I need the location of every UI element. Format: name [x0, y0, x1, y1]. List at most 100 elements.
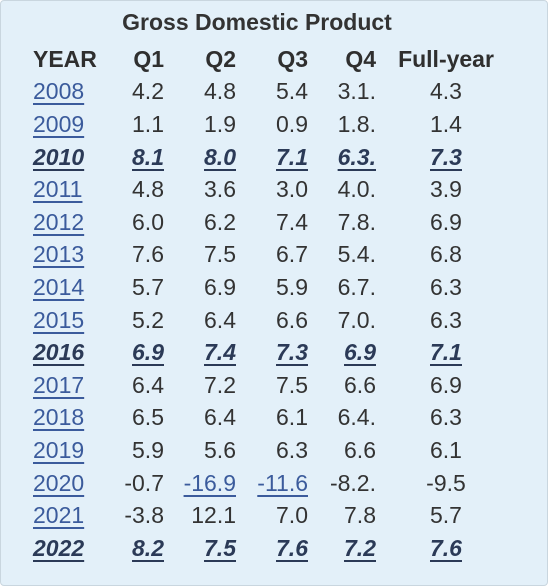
value-cell: 6.7.: [337, 273, 376, 300]
table-row: 2010 8.1 8.0 7.1 6.3. 7.3: [29, 141, 516, 174]
value-cell: 6.6: [276, 306, 308, 333]
year-link[interactable]: 2012: [33, 208, 85, 235]
value-cell: 1.1: [132, 110, 164, 137]
year-link[interactable]: 2014: [33, 273, 85, 300]
value-cell: 4.2: [132, 78, 164, 105]
value-cell: 6.9: [132, 339, 164, 366]
value-cell: 5.2: [132, 306, 164, 333]
year-link[interactable]: 2016: [33, 339, 85, 366]
value-cell: 6.7: [276, 241, 308, 268]
value-cell: 6.5: [132, 404, 164, 431]
value-cell[interactable]: -11.6: [257, 469, 308, 496]
table-row: 2012 6.0 6.2 7.4 7.8. 6.9: [29, 206, 516, 239]
value-cell: 1.9: [204, 110, 236, 137]
table-row: 2019 5.9 5.6 6.3 6.6 6.1: [29, 434, 516, 467]
value-cell: 3.1.: [337, 78, 376, 105]
table-row: 2013 7.6 7.5 6.7 5.4. 6.8: [29, 239, 516, 272]
value-cell: 7.8: [344, 502, 376, 529]
value-cell: 4.8: [132, 176, 164, 203]
table-row: 2011 4.8 3.6 3.0 4.0. 3.9: [29, 173, 516, 206]
value-cell: 4.0.: [337, 176, 376, 203]
value-cell: 3.0: [276, 176, 308, 203]
value-cell: 0.9: [276, 110, 308, 137]
value-cell: -0.7: [124, 469, 164, 496]
value-cell: 6.9: [204, 273, 236, 300]
table-row: 2009 1.1 1.9 0.9 1.8. 1.4: [29, 108, 516, 141]
value-cell: 4.8: [204, 78, 236, 105]
value-cell: 6.9: [430, 371, 462, 398]
year-link[interactable]: 2013: [33, 241, 85, 268]
value-cell: 5.7: [430, 502, 462, 529]
header-row: YEAR Q1 Q2 Q3 Q4 Full-year: [29, 43, 516, 76]
value-cell: 6.0: [132, 208, 164, 235]
value-cell: 4.3: [430, 78, 462, 105]
value-cell: -9.5: [426, 469, 466, 496]
value-cell: 7.8.: [337, 208, 376, 235]
value-cell: 1.8.: [337, 110, 376, 137]
value-cell: 7.5: [204, 241, 236, 268]
year-link[interactable]: 2022: [33, 534, 85, 561]
year-link[interactable]: 2018: [33, 404, 85, 431]
value-cell: 7.4: [276, 208, 308, 235]
table-row: 2017 6.4 7.2 7.5 6.6 6.9: [29, 369, 516, 402]
table-row: 2016 6.9 7.4 7.3 6.9 7.1: [29, 336, 516, 369]
year-link[interactable]: 2017: [33, 371, 85, 398]
table-row: 2018 6.5 6.4 6.1 6.4. 6.3: [29, 402, 516, 435]
value-cell: 6.9: [430, 208, 462, 235]
value-cell: 3.9: [430, 176, 462, 203]
value-cell: 7.3: [276, 339, 308, 366]
value-cell: 7.0: [276, 502, 308, 529]
value-cell: 8.2: [132, 534, 164, 561]
table-row: 2014 5.7 6.9 5.9 6.7. 6.3: [29, 271, 516, 304]
value-cell: 8.1: [132, 143, 164, 170]
column-header: Q1: [133, 45, 164, 72]
value-cell: 7.4: [204, 339, 236, 366]
year-link[interactable]: 2010: [33, 143, 85, 170]
value-cell: 5.9: [132, 436, 164, 463]
value-cell: 6.3: [276, 436, 308, 463]
value-cell: 7.5: [204, 534, 236, 561]
value-cell: -3.8: [124, 502, 164, 529]
value-cell: 7.1: [276, 143, 308, 170]
value-cell: 6.3: [430, 306, 462, 333]
value-cell: 5.4.: [337, 241, 376, 268]
value-cell: 6.9: [344, 339, 376, 366]
year-link[interactable]: 2011: [33, 176, 83, 203]
value-cell: 7.1: [430, 339, 462, 366]
value-cell: 5.4: [276, 78, 308, 105]
value-cell: 6.4: [132, 371, 164, 398]
year-link[interactable]: 2015: [33, 306, 85, 333]
year-link[interactable]: 2008: [33, 78, 85, 105]
value-cell[interactable]: -16.9: [183, 469, 236, 496]
value-cell: 6.2: [204, 208, 236, 235]
table-title: Gross Domestic Product: [122, 9, 392, 35]
value-cell: 12.1: [191, 502, 236, 529]
value-cell: 7.3: [430, 143, 462, 170]
value-cell: 5.6: [204, 436, 236, 463]
value-cell: 6.3.: [337, 143, 376, 170]
table-row: 2021 -3.8 12.1 7.0 7.8 5.7: [29, 499, 516, 532]
value-cell: 7.6: [276, 534, 308, 561]
year-link[interactable]: 2009: [33, 110, 85, 137]
value-cell: 7.0.: [337, 306, 376, 333]
value-cell: 7.6: [132, 241, 164, 268]
gdp-table: YEAR Q1 Q2 Q3 Q4 Full-year 2008 4.2 4.8 5.4 3.1. 4…: [29, 43, 516, 565]
column-header: Q3: [277, 45, 308, 72]
column-header: Q2: [205, 45, 236, 72]
table-row: 2022 8.2 7.5 7.6 7.2 7.6: [29, 532, 516, 565]
value-cell: 6.1: [276, 404, 308, 431]
column-header: Full-year: [398, 45, 494, 72]
table-body: 2008 4.2 4.8 5.4 3.1. 4.3 2009 1.1 1.9 0.9 1.8. 1.4…: [29, 76, 516, 565]
value-cell: 3.6: [204, 176, 236, 203]
table-row: 2015 5.2 6.4 6.6 7.0. 6.3: [29, 304, 516, 337]
year-link[interactable]: 2019: [33, 436, 85, 463]
column-header: YEAR: [33, 45, 97, 72]
year-link[interactable]: 2021: [33, 502, 85, 529]
year-link[interactable]: 2020: [33, 469, 85, 496]
value-cell: 6.4: [204, 404, 236, 431]
value-cell: 7.2: [204, 371, 236, 398]
value-cell: 6.1: [430, 436, 462, 463]
value-cell: 5.9: [276, 273, 308, 300]
value-cell: 6.6: [344, 436, 376, 463]
